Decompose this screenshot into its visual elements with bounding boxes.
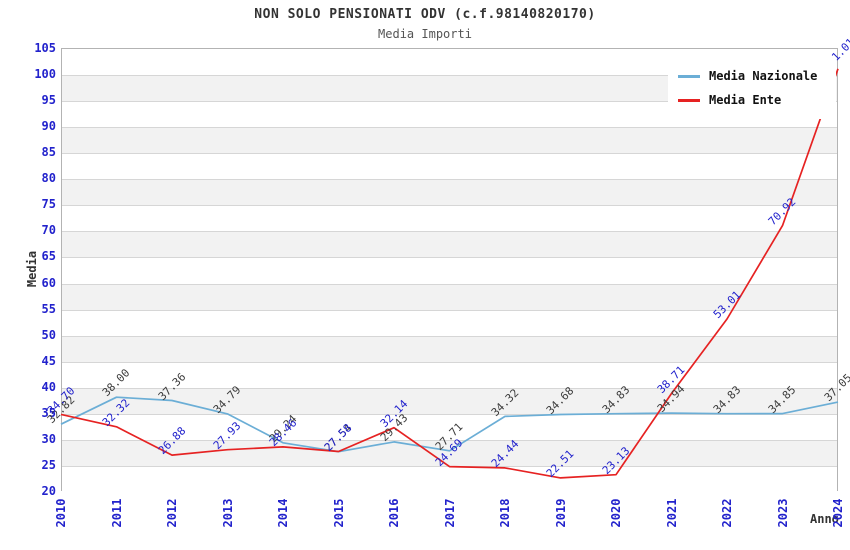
legend-label-ente: Media Ente [709,93,782,107]
grid-band [62,205,837,232]
gridline [62,387,837,389]
grid-band [62,439,837,466]
legend-item-nazionale: Media Nazionale [678,64,828,88]
nazionale-line-swatch [678,74,700,78]
y-tick-label: 25 [41,457,56,472]
gridline [62,205,837,207]
grid-band [62,361,837,388]
y-tick-label: 40 [41,379,56,394]
x-tick-label: 2015 [331,498,346,528]
grid-band [62,153,837,180]
y-tick-label: 105 [34,41,56,55]
x-tick-label: 2016 [387,498,401,528]
y-tick-label: 30 [41,431,56,446]
x-tick-label: 2022 [720,498,734,528]
y-tick-label: 90 [41,119,56,134]
gridline [62,465,837,467]
x-tick-label: 2011 [109,498,124,528]
gridline [62,127,837,129]
x-tick-label: 2020 [609,498,623,528]
x-tick-label: 2021 [664,498,679,528]
gridline [62,335,837,337]
y-tick-label: 55 [41,301,56,316]
y-tick-label: 50 [41,327,56,342]
x-tick-label: 2012 [165,498,179,528]
x-tick-label: 2014 [276,498,290,528]
y-tick-label: 45 [41,353,56,368]
x-tick-label: 2010 [54,498,68,528]
y-tick-label: 70 [41,223,56,238]
grid-band [62,465,837,492]
gridline [62,361,837,363]
grid-band [62,387,837,414]
grid-band [62,127,837,154]
x-tick-label: 2023 [775,498,790,528]
y-tick-label: 20 [41,484,56,498]
gridline [62,309,837,311]
grid-band [62,335,837,362]
x-tick-label: 2018 [498,498,512,528]
x-tick-label: 2024 [831,498,845,528]
gridline [62,413,837,415]
grid-band [62,179,837,206]
chart-title: NON SOLO PENSIONATI ODV (c.f.98140820170… [254,7,596,22]
y-tick-label: 65 [41,249,56,264]
grid-band [62,309,837,336]
x-tick-label: 2017 [442,498,457,528]
y-tick-label: 35 [41,405,56,420]
grid-band [62,283,837,310]
gridline [62,439,837,441]
grid-band [62,231,837,258]
chart-subtitle: Media Importi [378,27,472,41]
gridline [62,231,837,233]
y-tick-label: 75 [41,197,56,212]
x-tick-label: 2019 [553,498,568,528]
x-axis-title: Anno [810,512,839,526]
y-tick-label: 100 [34,67,56,82]
ente-line-swatch [678,98,700,102]
legend-item-ente: Media Ente [678,88,828,112]
grid-band [62,413,837,440]
y-tick-label: 95 [41,93,56,108]
legend: Media Nazionale Media Ente [668,57,836,119]
y-tick-label: 85 [41,145,56,160]
legend-label-nazionale: Media Nazionale [709,69,818,83]
y-tick-label: 80 [41,171,56,186]
gridline [62,179,837,181]
y-tick-label: 60 [41,275,56,290]
grid-band [62,257,837,284]
x-tick-label: 2013 [220,498,235,528]
gridline [62,283,837,285]
gridline [62,257,837,259]
gridline [62,153,837,155]
